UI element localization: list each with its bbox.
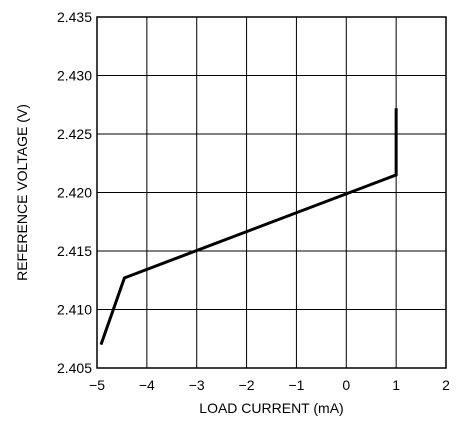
x-axis-label: LOAD CURRENT (mA): [199, 400, 343, 416]
y-tick-label-1: 2.410: [57, 302, 92, 318]
y-tick-labels: 2.405 2.410 2.415 2.420 2.425 2.430 2.435: [57, 9, 92, 376]
series-line-0: [99, 108, 398, 346]
x-tick-label-4: −1: [288, 377, 304, 393]
x-tick-label-2: −3: [189, 377, 205, 393]
x-tick-label-0: −5: [89, 377, 105, 393]
plot-frame: [96, 16, 447, 369]
y-tick-label-4: 2.425: [57, 126, 92, 142]
y-tick-label-5: 2.430: [57, 68, 92, 84]
y-tick-label-3: 2.420: [57, 185, 92, 201]
x-tick-label-3: −2: [239, 377, 255, 393]
x-tick-label-1: −4: [139, 377, 155, 393]
x-tick-label-7: 2: [442, 377, 450, 393]
y-axis-label: REFERENCE VOLTAGE (V): [14, 104, 30, 281]
grid: [96, 16, 447, 369]
x-tick-label-6: 1: [392, 377, 400, 393]
x-tick-label-5: 0: [342, 377, 350, 393]
x-tick-labels: −5 −4 −3 −2 −1 0 1 2: [89, 377, 450, 393]
y-tick-label-6: 2.435: [57, 9, 92, 25]
y-tick-label-0: 2.405: [57, 360, 92, 376]
series-layer: [99, 108, 398, 346]
y-tick-label-2: 2.415: [57, 243, 92, 259]
